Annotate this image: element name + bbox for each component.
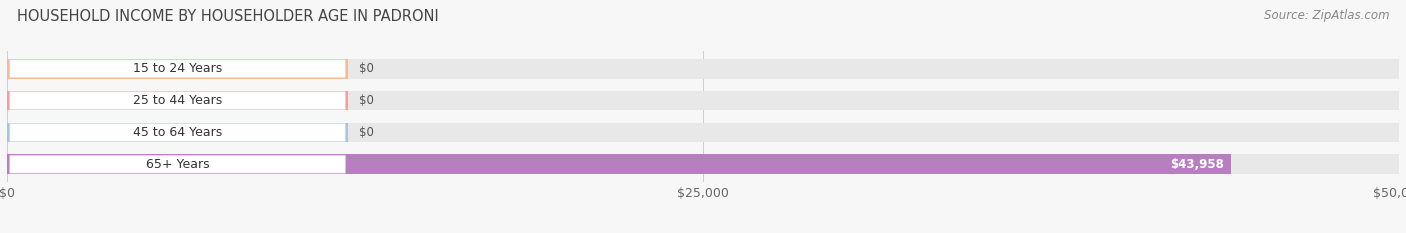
- FancyBboxPatch shape: [10, 123, 346, 141]
- Bar: [7, 154, 1230, 174]
- Text: 25 to 44 Years: 25 to 44 Years: [134, 94, 222, 107]
- Bar: [7, 91, 349, 110]
- Bar: [7, 91, 1399, 110]
- Text: 15 to 24 Years: 15 to 24 Years: [134, 62, 222, 75]
- Text: $43,958: $43,958: [1170, 158, 1223, 171]
- Text: 45 to 64 Years: 45 to 64 Years: [134, 126, 222, 139]
- Text: Source: ZipAtlas.com: Source: ZipAtlas.com: [1264, 9, 1389, 22]
- Text: $0: $0: [359, 62, 374, 75]
- Text: 65+ Years: 65+ Years: [146, 158, 209, 171]
- Bar: [7, 123, 349, 142]
- Text: HOUSEHOLD INCOME BY HOUSEHOLDER AGE IN PADRONI: HOUSEHOLD INCOME BY HOUSEHOLDER AGE IN P…: [17, 9, 439, 24]
- Bar: [7, 154, 1399, 174]
- FancyBboxPatch shape: [10, 155, 346, 173]
- Bar: [7, 123, 1399, 142]
- Text: $0: $0: [359, 94, 374, 107]
- FancyBboxPatch shape: [10, 60, 346, 78]
- Text: $0: $0: [359, 126, 374, 139]
- FancyBboxPatch shape: [10, 92, 346, 110]
- Bar: [7, 59, 1399, 79]
- Bar: [7, 59, 349, 79]
